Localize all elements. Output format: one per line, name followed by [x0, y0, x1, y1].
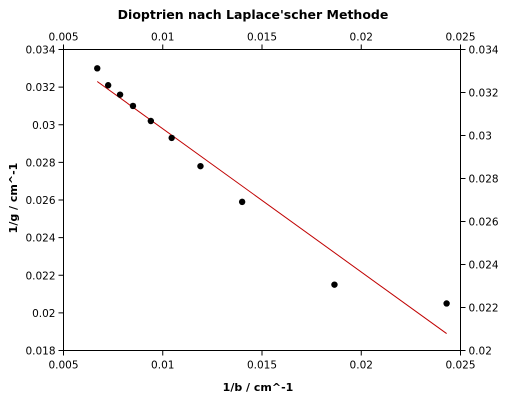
right-tick-label: 0.03	[469, 131, 492, 143]
left-tick-label: 0.032	[25, 82, 55, 94]
left-tick-label: 0.028	[25, 157, 55, 169]
data-point	[116, 91, 124, 98]
data-point	[147, 117, 155, 125]
left-tick-label: 0.026	[25, 195, 55, 207]
fit-line	[96, 81, 447, 334]
left-tick-label: 0.018	[25, 346, 55, 358]
data-points	[94, 65, 450, 307]
top-tick-label: 0.015	[247, 32, 277, 44]
y-axis-label: 1/g / cm^-1	[7, 163, 20, 234]
left-tick-label: 0.03	[32, 120, 55, 132]
plot-frame	[63, 49, 461, 351]
bottom-axis: 0.005 0.01 0.015 0.02 0.025	[48, 350, 476, 372]
right-axis: 0.02 0.022 0.024 0.026 0.028 0.03 0.032 0.034	[460, 45, 499, 358]
right-tick-label: 0.028	[469, 174, 499, 186]
top-axis: 0.005 0.01 0.015 0.02 0.025	[48, 32, 476, 50]
data-point	[238, 198, 246, 206]
data-point	[168, 134, 175, 142]
data-point	[129, 102, 137, 110]
bottom-tick-label: 0.01	[151, 360, 174, 372]
data-point	[443, 300, 450, 307]
right-tick-label: 0.022	[469, 303, 499, 315]
x-axis-label: 1/b / cm^-1	[223, 381, 294, 394]
top-tick-label: 0.01	[151, 32, 174, 44]
data-point	[94, 65, 101, 72]
top-tick-label: 0.025	[445, 32, 475, 44]
data-point	[331, 281, 338, 288]
left-axis: 0.018 0.02 0.022 0.024 0.026 0.028 0.03 0.032 0.…	[25, 45, 64, 358]
bottom-tick-label: 0.005	[48, 360, 78, 372]
left-tick-label: 0.034	[25, 45, 55, 57]
left-tick-label: 0.02	[32, 308, 55, 320]
bottom-tick-label: 0.025	[445, 360, 475, 372]
bottom-tick-label: 0.02	[350, 360, 373, 372]
right-tick-label: 0.024	[469, 260, 499, 272]
data-point	[104, 82, 112, 89]
right-tick-label: 0.026	[469, 217, 499, 229]
top-tick-label: 0.005	[48, 32, 78, 44]
right-tick-label: 0.02	[469, 346, 492, 358]
bottom-tick-label: 0.015	[247, 360, 277, 372]
left-tick-label: 0.022	[25, 270, 55, 282]
right-tick-label: 0.034	[469, 45, 499, 57]
top-tick-label: 0.02	[350, 32, 373, 44]
data-point	[197, 162, 204, 170]
right-tick-label: 0.032	[469, 88, 499, 100]
chart-title: Dioptrien nach Laplace'scher Methode	[118, 7, 389, 22]
left-tick-label: 0.024	[25, 233, 55, 245]
